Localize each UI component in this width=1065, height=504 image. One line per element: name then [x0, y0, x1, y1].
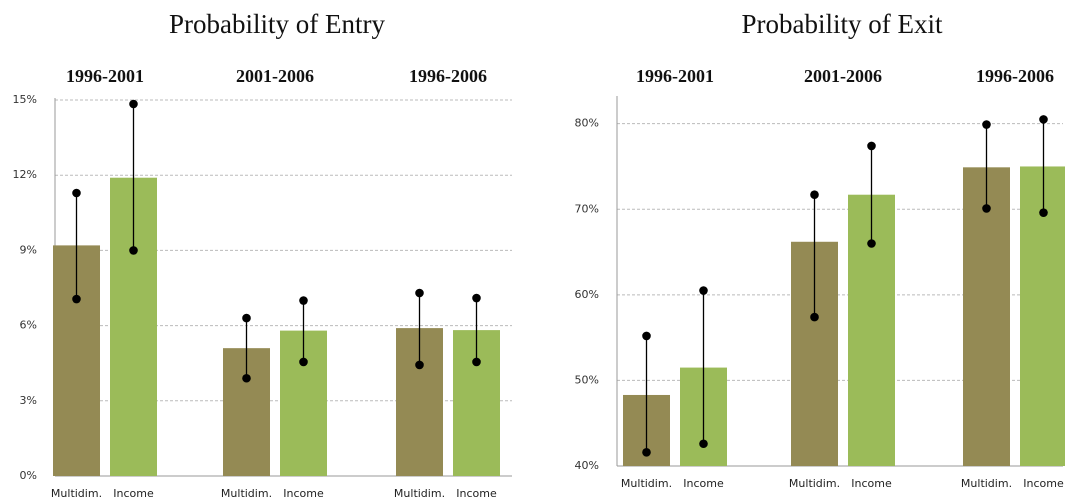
- error-low: [129, 246, 138, 255]
- y-tick-label: 9%: [20, 243, 37, 256]
- error-high: [982, 120, 991, 129]
- error-high: [867, 141, 876, 151]
- error-high: [472, 293, 481, 303]
- error-low: [415, 360, 424, 370]
- x-tick-label: Multidim.: [789, 477, 840, 490]
- x-tick-label: Multidim.: [221, 487, 272, 500]
- y-tick-label: 60%: [575, 288, 599, 301]
- x-tick-label: Multidim.: [621, 477, 672, 490]
- error-high: [810, 190, 819, 200]
- x-tick-label: Income: [1023, 477, 1064, 490]
- x-tick-label: Income: [851, 477, 892, 490]
- bar: [963, 167, 1010, 466]
- error-low: [982, 204, 991, 213]
- error-low: [810, 312, 819, 322]
- error-low: [72, 294, 81, 304]
- chart-title: Probability of Entry: [169, 9, 385, 39]
- x-tick-label: Multidim.: [394, 487, 445, 500]
- y-tick-label: 12%: [13, 168, 37, 181]
- error-high: [1039, 115, 1048, 124]
- x-tick-label: Income: [283, 487, 324, 500]
- group-label: 1996-2006: [976, 66, 1054, 86]
- error-high: [242, 313, 251, 323]
- group-label: 2001-2006: [236, 66, 314, 86]
- x-tick-label: Income: [683, 477, 724, 490]
- y-tick-label: 3%: [20, 394, 37, 407]
- error-high: [299, 296, 308, 305]
- x-tick-label: Multidim.: [51, 487, 102, 500]
- error-low: [242, 373, 251, 383]
- error-low: [867, 239, 876, 248]
- group-label: 1996-2006: [409, 66, 487, 86]
- y-tick-label: 80%: [575, 117, 599, 130]
- x-tick-label: Income: [113, 487, 154, 500]
- group-label: 2001-2006: [804, 66, 882, 86]
- y-tick-label: 50%: [575, 373, 599, 386]
- error-high: [415, 288, 424, 298]
- error-high: [699, 286, 708, 295]
- y-tick-label: 0%: [20, 469, 37, 482]
- error-high: [642, 331, 651, 341]
- group-label: 1996-2001: [636, 66, 714, 86]
- x-tick-label: Multidim.: [961, 477, 1012, 490]
- error-low: [642, 448, 651, 457]
- error-high: [72, 188, 81, 198]
- group-label: 1996-2001: [66, 66, 144, 86]
- y-tick-label: 6%: [20, 319, 37, 332]
- y-tick-label: 70%: [575, 202, 599, 215]
- error-low: [299, 357, 308, 367]
- x-tick-label: Income: [456, 487, 497, 500]
- y-tick-label: 40%: [575, 459, 599, 472]
- chart-title: Probability of Exit: [742, 9, 943, 39]
- error-low: [1039, 208, 1048, 217]
- error-low: [699, 439, 708, 449]
- y-tick-label: 15%: [13, 93, 37, 106]
- error-high: [129, 99, 138, 109]
- error-low: [472, 357, 481, 367]
